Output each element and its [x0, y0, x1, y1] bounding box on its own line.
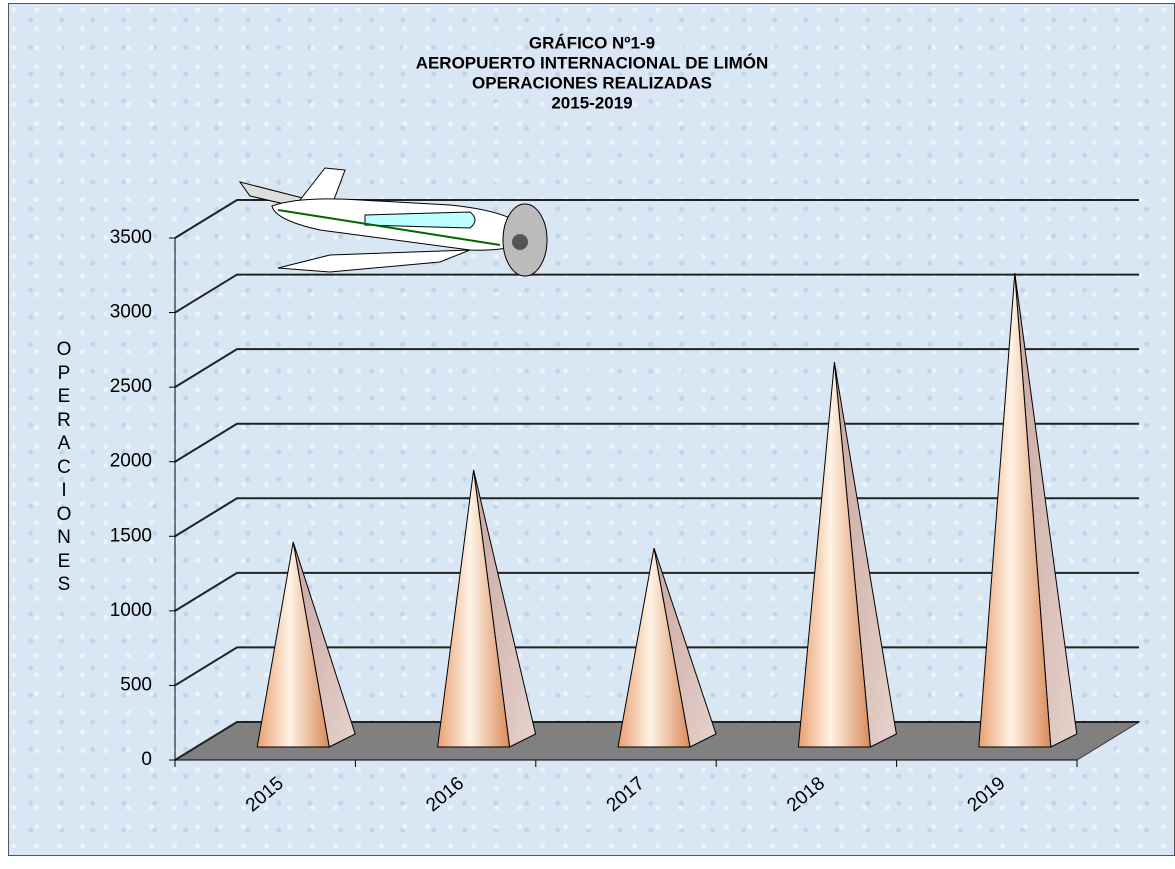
grid-line	[174, 199, 1139, 239]
grid-line	[174, 348, 1139, 388]
grid-line	[174, 273, 1139, 314]
grid-line	[174, 497, 1139, 538]
pyramid-front	[797, 362, 871, 748]
pyramid-front	[617, 547, 691, 748]
airplane-icon	[238, 167, 548, 277]
pyramid-front	[256, 541, 330, 748]
y-tick-label: 3000	[110, 302, 152, 323]
chart-area	[8, 3, 1175, 856]
x-tick-label: 2019	[964, 773, 1010, 816]
pyramid	[256, 541, 356, 748]
x-tick-label: 2018	[783, 773, 829, 816]
y-tick-label: 3500	[110, 227, 152, 248]
y-tick-label: 2000	[110, 451, 152, 472]
pyramid-front	[978, 273, 1052, 748]
pyramid	[617, 547, 717, 748]
pyramid	[978, 273, 1078, 748]
y-tick-label: 500	[120, 674, 152, 695]
chart-title: AEROPUERTO INTERNACIONAL DE LIMÓN	[416, 53, 769, 72]
y-tick-label: 0	[141, 749, 152, 770]
y-tick-label: 1500	[110, 525, 152, 546]
chart-title: GRÁFICO Nº1-9	[529, 33, 655, 52]
pyramid	[437, 469, 537, 748]
x-tick-label: 2017	[603, 773, 649, 816]
y-axis-label: OPERACIONES	[56, 339, 72, 595]
chart-title: 2015-2019	[551, 93, 632, 112]
y-tick-label: 2500	[110, 376, 152, 397]
pyramid	[797, 362, 897, 748]
chart-title: OPERACIONES REALIZADAS	[472, 73, 712, 92]
x-tick-label: 2015	[242, 773, 288, 816]
grid-line	[174, 422, 1139, 463]
x-tick-label: 2016	[422, 773, 468, 816]
y-tick-label: 1000	[110, 600, 152, 621]
pyramid-front	[437, 469, 511, 748]
